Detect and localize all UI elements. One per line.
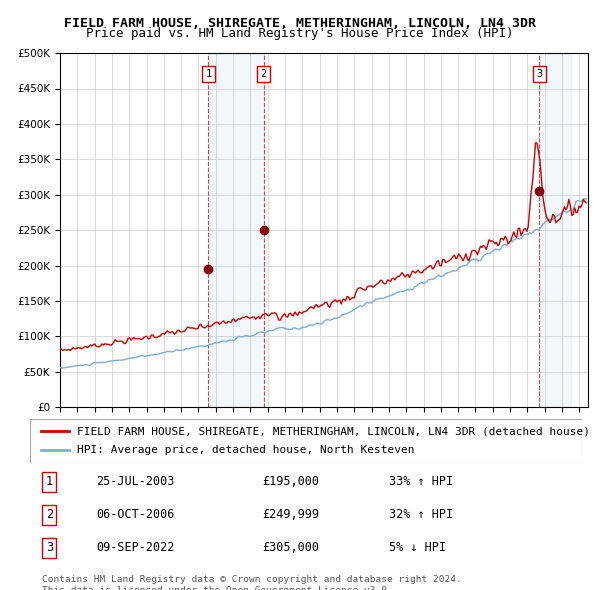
Text: 25-JUL-2003: 25-JUL-2003 [96, 475, 175, 489]
Text: 2: 2 [260, 70, 267, 79]
Text: 5% ↓ HPI: 5% ↓ HPI [389, 541, 446, 555]
Text: Contains HM Land Registry data © Crown copyright and database right 2024.
This d: Contains HM Land Registry data © Crown c… [42, 575, 462, 590]
Bar [208, 53, 263, 407]
Text: Price paid vs. HM Land Registry's House Price Index (HPI): Price paid vs. HM Land Registry's House … [86, 27, 514, 40]
Text: HPI: Average price, detached house, North Kesteven: HPI: Average price, detached house, Nort… [77, 445, 415, 455]
Text: FIELD FARM HOUSE, SHIREGATE, METHERINGHAM, LINCOLN, LN4 3DR (detached house): FIELD FARM HOUSE, SHIREGATE, METHERINGHA… [77, 427, 590, 436]
Text: £195,000: £195,000 [262, 475, 319, 489]
Text: 06-OCT-2006: 06-OCT-2006 [96, 508, 175, 522]
FancyBboxPatch shape [30, 419, 582, 463]
Text: FIELD FARM HOUSE, SHIREGATE, METHERINGHAM, LINCOLN, LN4 3DR: FIELD FARM HOUSE, SHIREGATE, METHERINGHA… [64, 17, 536, 30]
Text: £305,000: £305,000 [262, 541, 319, 555]
Text: 3: 3 [536, 70, 542, 79]
Text: 1: 1 [205, 70, 211, 79]
Bar [539, 53, 571, 407]
Text: 33% ↑ HPI: 33% ↑ HPI [389, 475, 453, 489]
Text: 3: 3 [46, 541, 53, 555]
Text: 1: 1 [46, 475, 53, 489]
Text: 32% ↑ HPI: 32% ↑ HPI [389, 508, 453, 522]
Text: 2: 2 [46, 508, 53, 522]
Text: 09-SEP-2022: 09-SEP-2022 [96, 541, 175, 555]
Text: £249,999: £249,999 [262, 508, 319, 522]
